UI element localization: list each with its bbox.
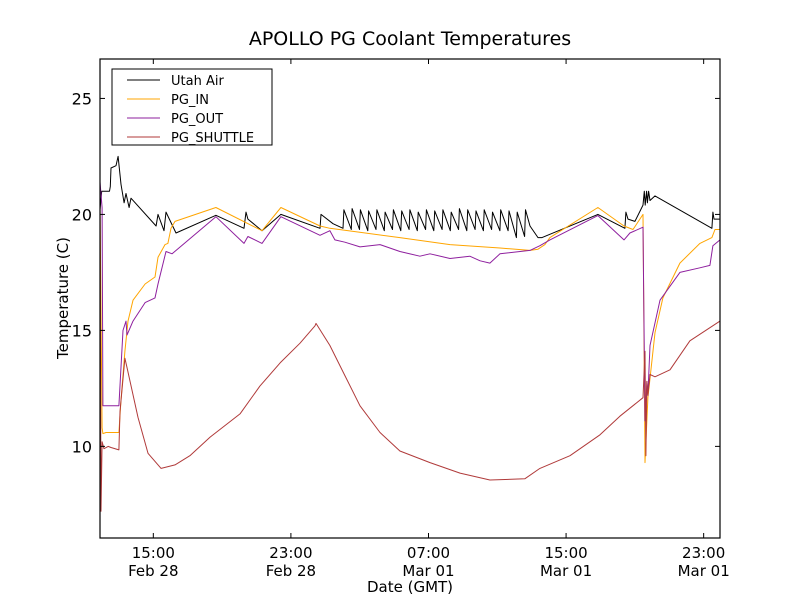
x-tick-label-time: 15:00 [544, 544, 587, 562]
legend-label: PG_SHUTTLE [171, 131, 254, 146]
x-tick-label-date: Mar 01 [540, 562, 592, 580]
x-tick-label-date: Mar 01 [678, 562, 730, 580]
legend-label: PG_OUT [171, 112, 223, 127]
legend-box [111, 68, 273, 146]
chart-title: APOLLO PG Coolant Temperatures [249, 28, 571, 50]
y-axis-label: Temperature (C) [54, 237, 72, 360]
y-tick-label: 10 [72, 437, 92, 456]
legend-label: PG_IN [171, 93, 209, 108]
x-tick-label-date: Feb 28 [128, 562, 178, 580]
x-tick-label-date: Mar 01 [402, 562, 454, 580]
axes-frame [99, 58, 721, 539]
x-axis-label: Date (GMT) [367, 578, 453, 596]
series-layer [99, 155, 721, 512]
y-tick-label: 20 [72, 205, 92, 224]
series-line-utah-air [99, 155, 720, 239]
y-tick-label: 15 [72, 321, 92, 340]
legend-label: Utah Air [171, 74, 224, 89]
series-line-pg-shuttle [99, 202, 721, 512]
x-tick-label-time: 15:00 [132, 544, 175, 562]
x-tick-label-time: 23:00 [682, 544, 725, 562]
legend: Utah Air PG_IN PG_OUT PG_SHUTTLE [111, 68, 273, 146]
x-tick-label-time: 07:00 [407, 544, 450, 562]
x-tick-label-time: 23:00 [269, 544, 312, 562]
x-tick-label-date: Feb 28 [266, 562, 316, 580]
y-tick-label: 25 [72, 89, 92, 108]
